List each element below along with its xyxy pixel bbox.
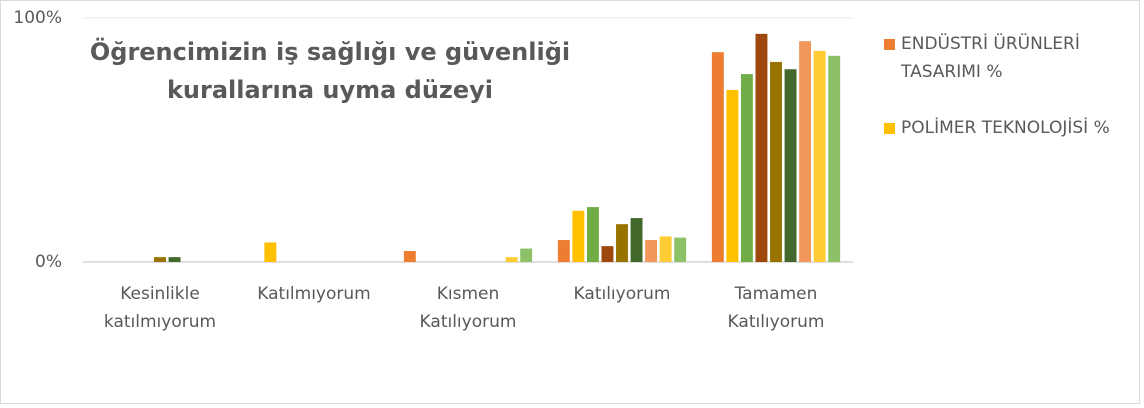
legend-swatch	[884, 39, 895, 50]
chart-title: Öğrencimizin iş sağlığı ve güvenliği kur…	[89, 38, 571, 104]
bar	[828, 55, 841, 262]
bar	[799, 41, 812, 263]
bar	[645, 240, 658, 262]
bar	[711, 52, 724, 262]
bar	[813, 50, 826, 262]
bar	[674, 237, 687, 262]
bar	[264, 242, 277, 262]
y-tick-label: 100%	[13, 8, 62, 28]
bar	[557, 240, 570, 262]
x-tick-label: Kısmen Katılıyorum	[419, 284, 517, 332]
bar	[784, 69, 797, 263]
legend-swatch	[884, 123, 895, 134]
bar	[630, 218, 643, 262]
y-tick-label: 0%	[35, 252, 62, 272]
bar	[520, 248, 533, 262]
x-tick-label: Tamamen Katılıyorum	[727, 284, 825, 332]
bar	[154, 257, 166, 262]
bar	[770, 61, 782, 262]
legend-label: POLİMER TEKNOLOJİSİ %	[901, 118, 1110, 138]
bar	[403, 251, 416, 262]
legend-label: ENDÜSTRİ ÜRÜNLERİ TASARIMI %	[901, 34, 1080, 82]
x-tick-label: Katılıyorum	[573, 284, 671, 304]
x-tick-label: Katılmıyorum	[257, 284, 371, 304]
bar	[505, 257, 518, 262]
bar	[755, 33, 768, 262]
bar	[168, 257, 181, 262]
bar	[616, 224, 628, 262]
x-tick-label: Kesinlikle katılmıyorum	[103, 284, 217, 332]
bar	[601, 246, 614, 262]
bar	[572, 210, 585, 262]
bar	[726, 89, 739, 262]
bar	[586, 207, 599, 262]
bar	[659, 236, 672, 262]
bar	[740, 74, 753, 263]
